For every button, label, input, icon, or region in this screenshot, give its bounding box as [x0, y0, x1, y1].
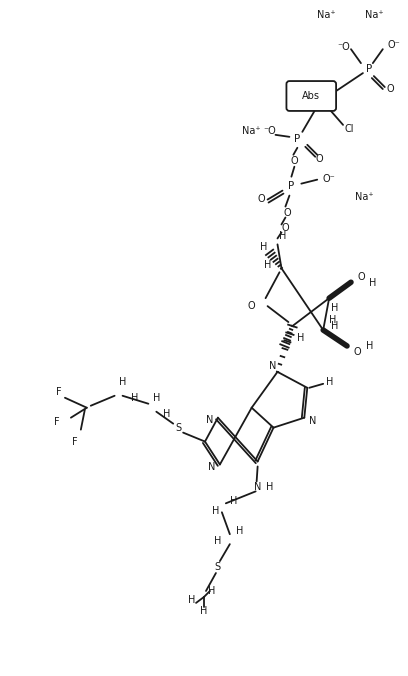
- Text: H: H: [208, 586, 216, 596]
- Text: Na⁺: Na⁺: [242, 126, 261, 136]
- Text: N: N: [206, 414, 214, 425]
- Text: O: O: [353, 347, 361, 357]
- Text: O: O: [258, 193, 266, 203]
- Text: P: P: [288, 180, 295, 191]
- Text: P: P: [366, 64, 372, 74]
- Text: S: S: [215, 562, 221, 572]
- Text: ⁻O: ⁻O: [338, 42, 350, 52]
- Text: Na⁺: Na⁺: [355, 191, 373, 201]
- Text: H: H: [212, 506, 220, 516]
- Text: N: N: [308, 416, 316, 426]
- Text: O: O: [248, 301, 255, 311]
- Text: H: H: [230, 496, 237, 506]
- Text: H: H: [236, 526, 244, 536]
- Text: O: O: [315, 153, 323, 164]
- Text: N: N: [254, 483, 261, 492]
- Text: H: H: [297, 333, 304, 343]
- Text: H: H: [326, 377, 334, 387]
- Text: ⁻O: ⁻O: [263, 126, 276, 136]
- Text: O⁻: O⁻: [323, 174, 335, 184]
- Text: H: H: [331, 321, 339, 331]
- Text: S: S: [175, 422, 181, 433]
- Text: Na⁺: Na⁺: [317, 10, 335, 20]
- Text: H: H: [366, 341, 374, 351]
- Text: H: H: [188, 595, 196, 605]
- Text: H: H: [266, 483, 273, 492]
- Text: O: O: [282, 224, 289, 233]
- Text: H: H: [331, 303, 339, 313]
- Text: F: F: [54, 416, 60, 427]
- Text: H: H: [119, 377, 126, 387]
- Text: O: O: [290, 155, 298, 166]
- Text: Abs: Abs: [302, 91, 320, 101]
- Text: F: F: [72, 437, 78, 447]
- Text: H: H: [260, 243, 267, 252]
- Text: Cl: Cl: [344, 124, 354, 134]
- Text: H: H: [369, 279, 377, 288]
- Text: H: H: [214, 536, 222, 546]
- Text: P: P: [294, 134, 300, 144]
- Text: H: H: [279, 231, 286, 241]
- Text: H: H: [329, 315, 337, 325]
- Text: O⁻: O⁻: [387, 40, 400, 50]
- Text: F: F: [56, 387, 62, 397]
- Text: Na⁺: Na⁺: [364, 10, 383, 20]
- FancyBboxPatch shape: [286, 81, 336, 111]
- Text: N: N: [269, 361, 276, 371]
- Text: H: H: [131, 393, 138, 403]
- Text: O: O: [357, 272, 365, 283]
- Text: N: N: [208, 462, 216, 473]
- Text: H: H: [200, 606, 208, 616]
- Text: H: H: [153, 393, 160, 403]
- Text: H: H: [162, 409, 170, 418]
- Text: O: O: [387, 84, 395, 94]
- Text: O: O: [284, 208, 291, 218]
- Text: H: H: [264, 260, 271, 270]
